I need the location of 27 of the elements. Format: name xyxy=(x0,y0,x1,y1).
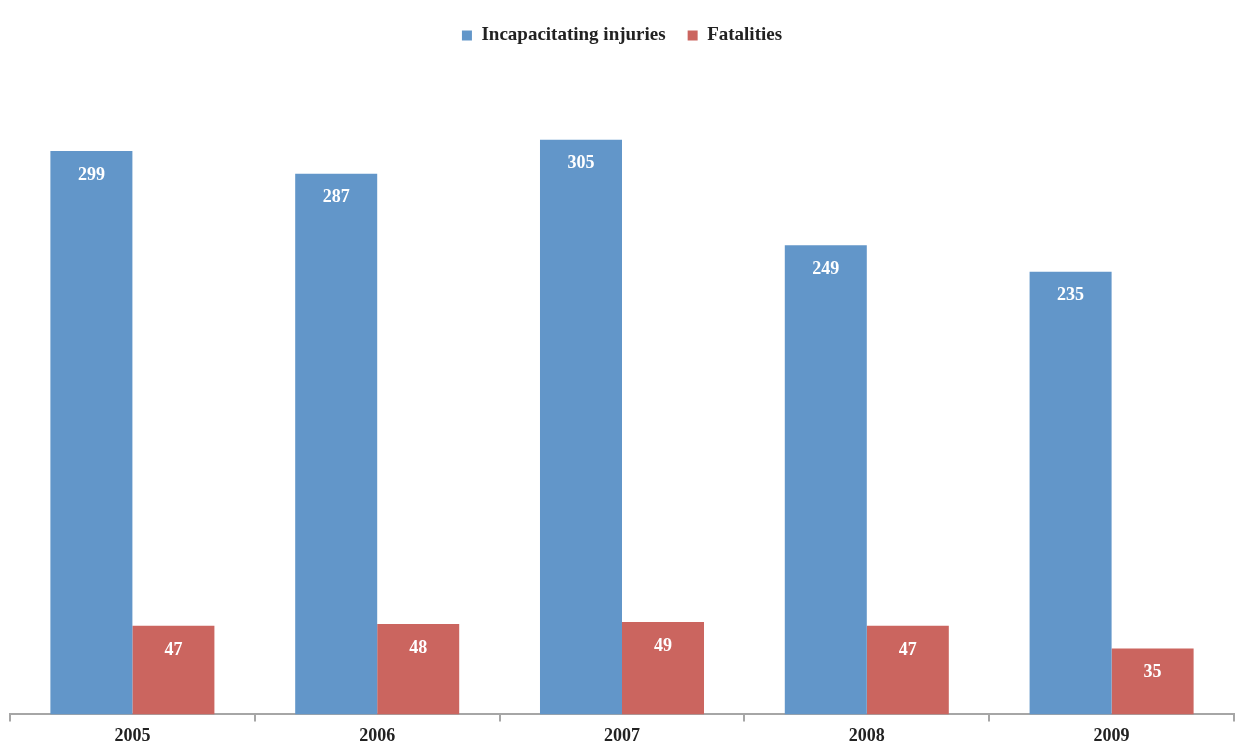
data-label: 48 xyxy=(409,636,428,657)
data-label: 35 xyxy=(1143,661,1162,682)
bar xyxy=(866,625,949,715)
bar xyxy=(377,623,460,715)
x-tick-label: 2009 xyxy=(1093,724,1130,745)
bar xyxy=(539,139,622,715)
bar xyxy=(295,173,378,715)
data-label: 305 xyxy=(567,152,595,173)
bar xyxy=(1111,648,1194,715)
data-label: 47 xyxy=(164,638,183,659)
data-label: 49 xyxy=(654,634,672,655)
data-label: 235 xyxy=(1057,284,1085,305)
data-label: 299 xyxy=(77,163,105,184)
legend-label: Fatalities xyxy=(707,23,783,45)
bar xyxy=(50,151,133,715)
x-tick-label: 2006 xyxy=(359,724,396,745)
x-tick-label: 2005 xyxy=(114,724,151,745)
bar xyxy=(784,245,867,715)
data-label: 47 xyxy=(898,638,917,659)
data-label: 287 xyxy=(322,186,350,207)
x-tick-label: 2008 xyxy=(848,724,885,745)
bar xyxy=(1029,271,1112,715)
bar xyxy=(622,622,705,715)
data-label: 249 xyxy=(812,257,840,278)
legend-label: Incapacitating injuries xyxy=(481,23,666,45)
x-tick-label: 2007 xyxy=(604,724,640,745)
bar xyxy=(132,625,215,715)
